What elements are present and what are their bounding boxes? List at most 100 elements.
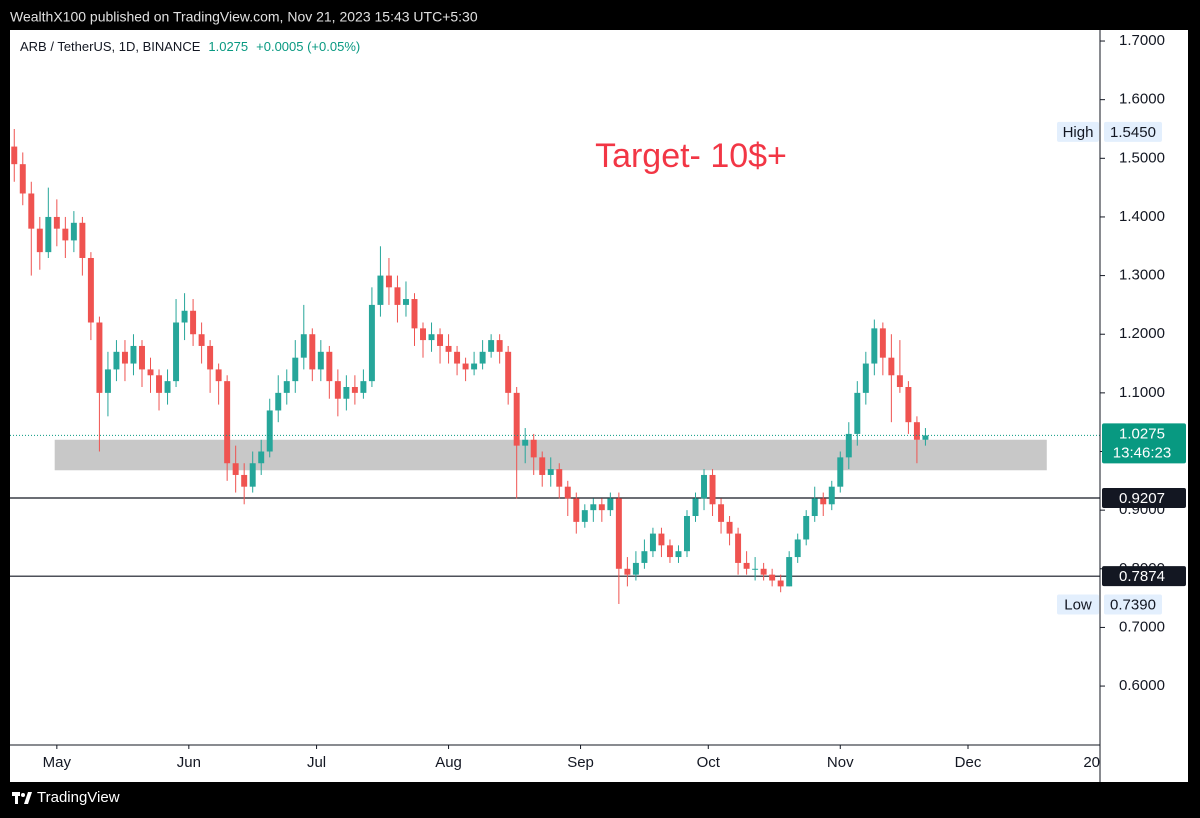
candle-body: [522, 439, 529, 446]
price-change: +0.0005 (+0.05%): [256, 39, 360, 54]
candle-body: [104, 369, 111, 393]
candle-body: [11, 146, 18, 165]
candle-body: [292, 357, 299, 382]
x-tick-label: Oct: [697, 754, 721, 771]
candle-body: [471, 363, 478, 370]
candle-body: [334, 381, 341, 399]
y-tick-label: 0.6000: [1119, 677, 1165, 694]
candle-body: [70, 222, 77, 241]
candle-body: [275, 392, 282, 411]
marker-value: 1.5450: [1110, 124, 1156, 141]
candle-body: [879, 328, 886, 358]
price-label-bg: [1102, 423, 1186, 464]
candle-body: [411, 299, 418, 329]
y-tick-label: 1.6000: [1119, 91, 1165, 108]
candle-body: [402, 299, 409, 305]
footer-brand: TradingView: [37, 789, 120, 806]
marker-tag-bg: [1057, 594, 1099, 615]
candle-body: [147, 369, 154, 376]
candle-body: [462, 363, 469, 370]
footer-logo: [12, 792, 32, 804]
candle-body: [658, 533, 665, 546]
candle-body: [377, 275, 384, 305]
candle-body: [769, 574, 776, 581]
x-tick-label: 2024: [1083, 754, 1116, 771]
candle-body: [590, 504, 597, 511]
last-price: 1.0275: [208, 39, 248, 54]
x-tick-label: Aug: [435, 754, 462, 771]
candle-body: [190, 310, 197, 335]
y-tick-label: 1.5000: [1119, 149, 1165, 166]
candle-body: [300, 334, 307, 358]
candle-body: [820, 498, 827, 505]
candle-body: [726, 521, 733, 534]
candle-body: [496, 340, 503, 352]
candle-body: [479, 351, 486, 364]
candle-body: [854, 392, 861, 434]
candle-body: [530, 439, 537, 458]
candle-body: [351, 387, 358, 393]
x-tick-label: Jul: [307, 754, 326, 771]
x-tick-label: Jun: [177, 754, 201, 771]
candle-body: [181, 310, 188, 323]
candle-body: [19, 164, 26, 194]
candle-body: [173, 322, 180, 382]
y-tick-label: 1.2000: [1119, 325, 1165, 342]
candle-body: [79, 222, 86, 258]
candle-body: [326, 351, 333, 382]
candle-body: [564, 486, 571, 499]
candle-body: [913, 422, 920, 440]
candle-body: [96, 322, 103, 393]
candle-body: [573, 498, 580, 522]
candle-body: [164, 381, 171, 393]
candle-body: [862, 363, 869, 393]
candle-body: [266, 410, 273, 452]
candle-body: [905, 387, 912, 423]
marker-tag: Low: [1064, 597, 1092, 614]
marker-tag: High: [1063, 124, 1094, 141]
marker-tag-bg: [1057, 121, 1099, 142]
candle-body: [811, 498, 818, 517]
candle-body: [692, 498, 699, 517]
candle-body: [309, 334, 316, 370]
x-tick-label: Dec: [955, 754, 982, 771]
candle-body: [786, 557, 793, 587]
price-label: 1.0275: [1119, 425, 1165, 442]
candle-body: [649, 533, 656, 552]
candle-body: [837, 457, 844, 487]
candle-body: [505, 351, 512, 393]
candle-body: [317, 351, 324, 370]
candle-body: [777, 580, 784, 587]
candle-body: [130, 345, 137, 364]
candle-body: [539, 457, 546, 475]
candle-body: [684, 516, 690, 552]
candle-body: [207, 345, 214, 370]
candle-body: [198, 334, 205, 346]
y-tick-label: 1.3000: [1119, 267, 1165, 284]
annotation: Target- 10$+: [595, 137, 787, 175]
x-tick-label: May: [43, 754, 72, 771]
candle-body: [420, 328, 426, 341]
candle-body: [454, 351, 461, 364]
candle-body: [156, 375, 163, 393]
candle-body: [258, 451, 265, 464]
candle-body: [513, 392, 520, 446]
candle-body: [121, 351, 128, 364]
candle-body: [368, 304, 375, 382]
marker-value-bg: [1104, 594, 1162, 615]
candle-body: [53, 216, 60, 229]
candle-body: [437, 334, 444, 346]
candle-body: [394, 287, 401, 305]
axes: 0.60000.70000.80000.90001.00001.10001.20…: [43, 32, 1186, 771]
publish-info: WealthX100 published on TradingView.com,…: [10, 9, 478, 25]
candle-body: [113, 351, 120, 370]
candle-body: [28, 193, 35, 229]
candle-body: [62, 228, 69, 241]
candle-body: [343, 387, 350, 399]
symbol-title: ARB / TetherUS, 1D, BINANCE: [20, 39, 201, 54]
candle-body: [718, 504, 725, 522]
candle-body: [803, 516, 810, 540]
candle-body: [794, 539, 801, 558]
candle-body: [752, 568, 759, 570]
